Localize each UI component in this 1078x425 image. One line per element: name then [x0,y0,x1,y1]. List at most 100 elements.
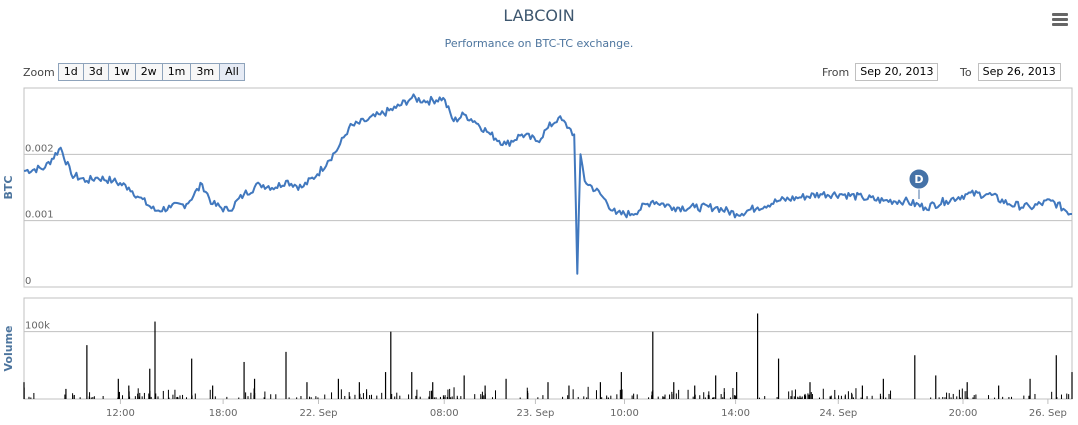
volume-bar [853,397,855,399]
volume-bar [587,386,589,399]
volume-bar [453,387,455,399]
x-axis: 12:00 18:00 22. Sep 08:00 23. Sep 10:00 14:00 2… [106,399,1067,419]
volume-bar [669,394,671,399]
date-range-to: To Sep 26, 2013 [960,63,1061,81]
volume-bar [481,391,483,399]
volume-bar [723,391,725,399]
volume-bar [675,393,677,399]
volume-bar [972,397,974,399]
volume-bar [118,391,120,399]
volume-bar [961,388,963,399]
volume-bar [93,396,95,399]
volume-bar [446,396,448,399]
zoom-all-button[interactable]: All [219,63,245,81]
volume-bar [758,397,760,399]
volume-bar [631,395,633,399]
zoom-2w-button[interactable]: 2w [134,63,163,81]
volume-bar [150,396,152,399]
volume-bar [1055,355,1057,399]
volume-bar [149,390,151,399]
volume-bar [73,394,75,399]
volume-bar [851,392,853,399]
volume-bar [137,393,139,399]
volume-bar [381,392,383,399]
volume-bar [699,395,701,399]
volume-bar [238,397,240,399]
volume-bar [930,397,932,399]
volume-bar [148,397,150,399]
date-range-from: From Sep 20, 2013 [822,63,939,81]
volume-bar [176,397,178,399]
volume-bar [79,397,81,399]
volume-bar [866,396,868,399]
volume-bar [595,390,597,399]
volume-bar [664,394,666,399]
volume-bar [483,395,485,399]
volume-bar [1011,396,1013,399]
volume-bar [966,396,968,399]
volume-bar [432,382,434,399]
volume-bar [601,397,603,399]
volume-bar [648,397,650,399]
volume-bar [117,397,119,399]
volume-bar [1029,378,1031,399]
volume-bar [149,368,151,399]
volume-bar [735,395,737,399]
volume-bar [134,396,136,399]
volume-bar [657,396,659,399]
volume-bar [474,394,476,399]
volume-bar [419,396,421,399]
volume-bar [673,382,675,399]
volume-bar [599,382,601,399]
volume-bar [568,385,570,399]
zoom-1d-button[interactable]: 1d [57,63,84,81]
volume-bar [315,396,317,399]
volume-bar [429,390,431,399]
volume-bar [191,395,193,399]
volume-bar [855,388,857,399]
volume-bar [807,393,809,399]
from-date-input[interactable]: Sep 20, 2013 [855,63,939,81]
volume-bar [519,397,521,399]
x-tick-label: 10:00 [610,408,639,419]
volume-bar [830,396,832,399]
volume-y-tick-label: 100k [25,321,50,332]
volume-bar [212,385,214,399]
x-tick-label: 14:00 [721,408,750,419]
to-date-input[interactable]: Sep 26, 2013 [977,63,1061,81]
volume-panel: 100k Volume [2,297,1073,400]
volume-bar [176,396,178,399]
volume-bar [620,372,622,399]
volume-bar [712,397,714,399]
volume-bar [359,393,361,399]
volume-bar [805,395,807,399]
volume-bar [606,395,608,399]
zoom-3m-button[interactable]: 3m [190,63,221,81]
volume-bar [851,394,853,399]
volume-bar [102,395,104,399]
volume-bar [1068,394,1070,399]
zoom-label: Zoom [23,65,55,79]
volume-bar [1060,394,1062,399]
volume-bar [994,397,996,399]
volume-bar [495,390,497,399]
volume-bar [191,358,193,399]
volume-bar [1029,395,1031,399]
volume-bar [394,396,396,399]
volume-bar [191,397,193,399]
volume-bar [652,331,654,399]
from-label: From [822,65,850,79]
volume-bar [958,389,960,399]
zoom-1m-button[interactable]: 1m [161,63,192,81]
volume-bar [801,396,803,399]
volume-bar [270,394,272,399]
volume-bar [177,397,179,399]
volume-bar [952,393,954,399]
volume-bar [707,394,709,399]
price-panel: 0 0.001 0.002 BTC D [2,87,1073,288]
volume-bar [938,397,940,399]
hamburger-menu-icon[interactable] [1052,13,1068,27]
to-label: To [960,65,972,79]
volume-bar [137,388,139,399]
volume-bar [369,395,371,399]
